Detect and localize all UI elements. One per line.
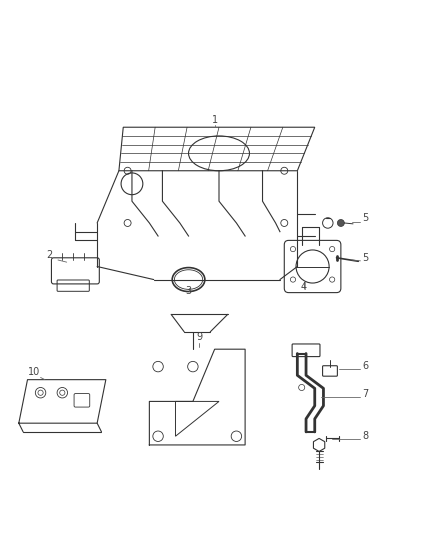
Text: 9: 9 — [196, 333, 202, 343]
Text: 8: 8 — [363, 431, 369, 441]
Text: 2: 2 — [46, 250, 53, 260]
Text: 5: 5 — [363, 213, 369, 223]
Circle shape — [337, 220, 344, 227]
Text: 3: 3 — [185, 286, 191, 296]
Text: 1: 1 — [212, 115, 218, 125]
Text: 6: 6 — [363, 361, 369, 371]
Text: 4: 4 — [301, 282, 307, 293]
Text: 5: 5 — [363, 253, 369, 263]
Text: 10: 10 — [28, 367, 40, 377]
Text: 7: 7 — [363, 389, 369, 399]
